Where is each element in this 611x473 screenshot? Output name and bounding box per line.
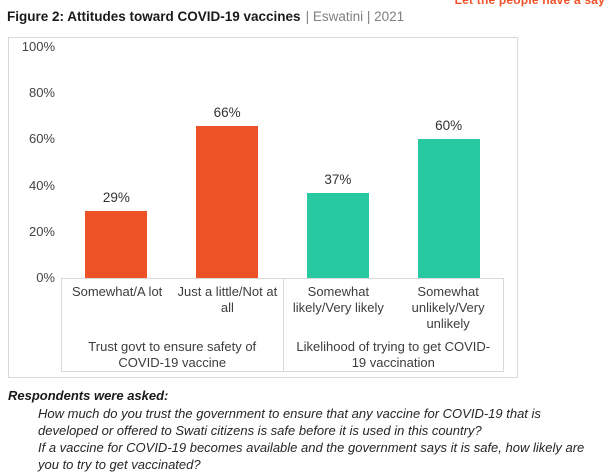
bar [196, 125, 259, 278]
axis-group-cell: Somewhat/A lot Just a little/Not at all Tr… [62, 279, 283, 371]
bar-value-label: 60% [435, 118, 463, 134]
category-label: Somewhat/A lot [71, 284, 163, 299]
bar [306, 192, 369, 278]
y-axis-tick-label: 60% [28, 131, 55, 147]
footnote-question-2: If a vaccine for COVID-19 becomes availa… [38, 440, 585, 472]
y-axis-tick-label: 20% [28, 223, 55, 239]
category-label-row: Somewhat/A lot Just a little/Not at all [62, 279, 283, 333]
bar [85, 211, 148, 278]
bar-chart: 100% 80% 60% 40% 20% 0% 29% 66% 37% 60% Somewhat… [8, 37, 518, 378]
y-axis-tick-label: 40% [28, 177, 55, 193]
category-label-row: Somewhat likely/Very likely Somewhat unli… [284, 279, 504, 333]
bar-value-label: 29% [102, 190, 130, 205]
brand-tagline: Let the people have a say [454, 0, 605, 7]
figure-title-main: Figure 2: Attitudes toward COVID-19 vacc… [7, 9, 301, 24]
group-label: Trust govt to ensure safety of COVID-19 … [88, 339, 257, 370]
bar-value-label: 37% [324, 171, 352, 187]
category-label: Somewhat likely/Very likely [292, 284, 384, 315]
footnote-question-1: How much do you trust the government to … [38, 406, 541, 438]
bar [417, 139, 480, 278]
group-label: Likelihood of trying to get COVID-19 vac… [296, 339, 491, 370]
y-axis-tick-label: 0% [36, 270, 55, 285]
category-label: Just a little/Not at all [177, 284, 278, 315]
category-label: Somewhat unlikely/Very unlikely [411, 284, 485, 331]
footnote: Respondents were asked: How much do you … [8, 388, 586, 473]
y-axis-tick-label: 80% [28, 85, 55, 101]
figure-title-context: | Eswatini | 2021 [305, 9, 405, 24]
footnote-heading: Respondents were asked: [8, 388, 169, 403]
axis-group-cell: Somewhat likely/Very likely Somewhat unli… [282, 279, 504, 371]
bar-value-label: 66% [213, 104, 241, 120]
category-label-box: Somewhat/A lot Just a little/Not at all Tr… [61, 278, 504, 372]
y-axis-tick-label: 100% [21, 39, 55, 54]
figure-title: Figure 2: Attitudes toward COVID-19 vacc… [7, 9, 404, 24]
